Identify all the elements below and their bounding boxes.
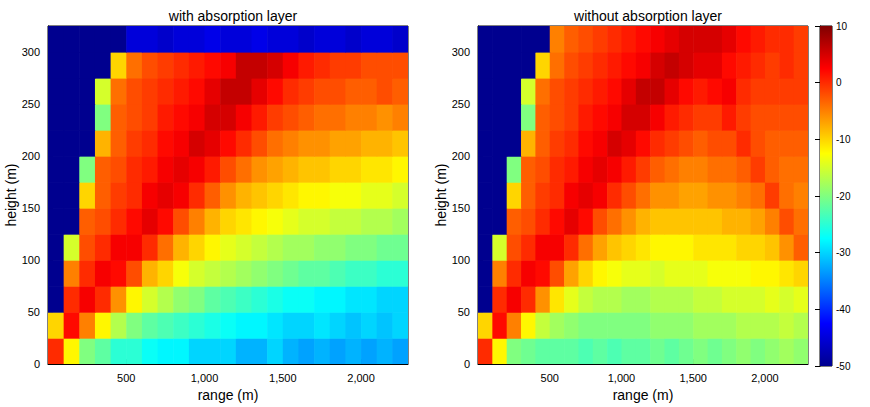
svg-text:300: 300 <box>22 46 40 58</box>
svg-text:50: 50 <box>28 306 40 318</box>
svg-text:1,500: 1,500 <box>679 372 707 384</box>
svg-text:1,500: 1,500 <box>269 372 297 384</box>
svg-text:10: 10 <box>836 21 848 32</box>
svg-text:range (m): range (m) <box>613 387 674 403</box>
svg-text:0: 0 <box>34 358 40 370</box>
svg-text:2,000: 2,000 <box>751 372 779 384</box>
svg-text:500: 500 <box>117 372 135 384</box>
svg-text:0: 0 <box>836 77 842 88</box>
svg-text:100: 100 <box>452 254 470 266</box>
svg-text:-20: -20 <box>836 191 851 202</box>
svg-text:0: 0 <box>464 358 470 370</box>
svg-text:-10: -10 <box>836 134 851 145</box>
svg-text:with absorption layer: with absorption layer <box>168 8 298 24</box>
svg-text:height (m): height (m) <box>3 164 19 227</box>
svg-text:300: 300 <box>452 46 470 58</box>
svg-text:2,000: 2,000 <box>347 372 375 384</box>
svg-text:range (m): range (m) <box>198 387 259 403</box>
svg-text:200: 200 <box>452 150 470 162</box>
svg-text:150: 150 <box>22 202 40 214</box>
svg-text:1,000: 1,000 <box>608 372 636 384</box>
svg-text:100: 100 <box>22 254 40 266</box>
svg-text:250: 250 <box>452 98 470 110</box>
svg-text:250: 250 <box>22 98 40 110</box>
svg-text:50: 50 <box>458 306 470 318</box>
svg-text:500: 500 <box>541 372 559 384</box>
svg-text:150: 150 <box>452 202 470 214</box>
svg-text:-50: -50 <box>836 361 851 372</box>
svg-text:-40: -40 <box>836 304 851 315</box>
svg-text:-30: -30 <box>836 247 851 258</box>
svg-text:1,000: 1,000 <box>191 372 219 384</box>
svg-text:height (m): height (m) <box>433 164 449 227</box>
svg-text:200: 200 <box>22 150 40 162</box>
svg-text:without absorption layer: without absorption layer <box>573 8 722 24</box>
